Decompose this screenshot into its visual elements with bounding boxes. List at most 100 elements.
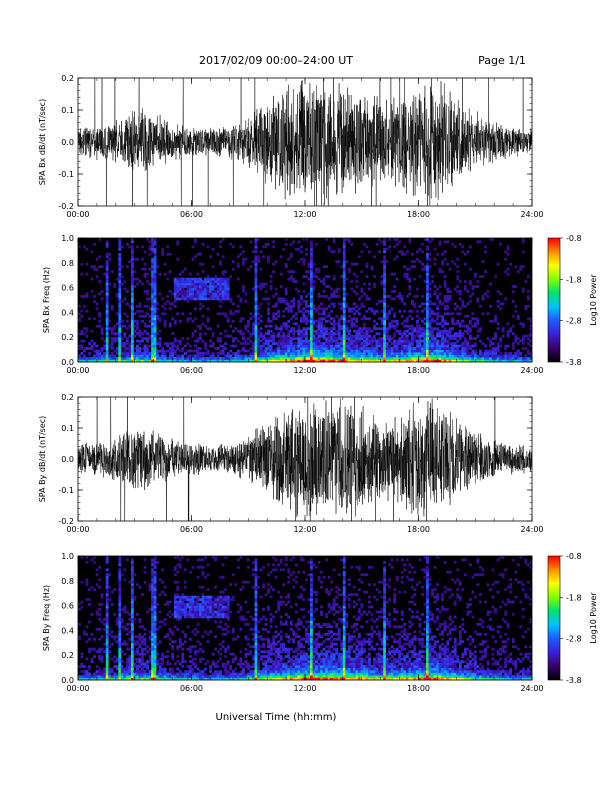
spectrogram-cell — [151, 593, 154, 596]
spectrogram-cell — [456, 285, 460, 288]
spectrogram-cell — [340, 337, 344, 340]
spectrogram-cell — [161, 357, 165, 360]
spectrogram-cell — [214, 615, 218, 619]
spectrogram-cell — [83, 632, 86, 636]
spectrogram-cell — [254, 357, 258, 360]
spectrogram-cell — [453, 302, 457, 306]
spectrogram-cell — [254, 304, 258, 308]
spectrogram-cell — [279, 297, 283, 301]
spectrogram-cell — [408, 238, 412, 241]
spectrogram-cell — [204, 297, 207, 301]
spectrogram-cell — [458, 322, 462, 326]
spectrogram-cell — [400, 322, 404, 326]
spectrogram-cell — [224, 675, 228, 678]
spectrogram-cell — [244, 327, 248, 331]
spectrogram-cell — [491, 319, 495, 323]
spectrogram-cell — [299, 332, 303, 336]
spectrogram-cell — [236, 339, 240, 343]
spectrogram-cell — [239, 615, 243, 619]
spectrogram-cell — [178, 349, 182, 353]
spectrogram-cell — [486, 349, 490, 353]
spectrogram-cell — [451, 347, 455, 350]
spectrogram-cell — [516, 359, 520, 363]
spectrogram-cell — [133, 642, 137, 646]
spectrogram-cell — [234, 655, 238, 658]
spectrogram-cell — [519, 357, 523, 360]
spectrogram-cell — [161, 250, 165, 254]
spectrogram-cell — [456, 352, 460, 355]
spectrogram-cell — [383, 240, 387, 244]
spectrogram-cell — [128, 304, 132, 308]
spectrogram-cell — [476, 297, 480, 301]
spectrogram-cell — [133, 277, 137, 281]
spectrogram-cell — [289, 255, 293, 259]
spectrogram-cell — [310, 252, 313, 256]
spectrogram-cell — [241, 354, 245, 358]
spectrogram-cell — [118, 275, 122, 278]
spectrogram-cell — [133, 324, 137, 328]
spectrogram-cell — [183, 608, 187, 611]
spectrogram-cell — [509, 262, 513, 266]
spectrogram-cell — [158, 593, 162, 596]
spectrogram-cell — [151, 622, 154, 626]
spectrogram-cell — [456, 357, 460, 360]
spectrogram-cell — [327, 319, 331, 323]
spectrogram-cell — [158, 319, 162, 323]
spectrogram-cell — [410, 265, 414, 269]
spectrogram-cell — [105, 655, 109, 658]
spectrogram-cell — [410, 342, 414, 345]
spectrogram-cell — [436, 334, 439, 338]
spectrogram-cell — [173, 556, 177, 559]
spectrogram-cell — [267, 332, 270, 336]
spectrogram-cell — [130, 608, 134, 611]
spectrogram-cell — [120, 665, 124, 668]
spectrogram-cell — [244, 324, 248, 328]
spectrogram-cell — [120, 324, 124, 328]
spectrogram-cell — [383, 282, 387, 286]
spectrogram-cell — [282, 300, 286, 303]
spectrogram-cell — [408, 280, 412, 283]
spectrogram-cell — [181, 610, 185, 614]
spectrogram-cell — [484, 245, 487, 249]
spectrogram-cell — [80, 665, 84, 668]
spectrogram-cell — [458, 354, 462, 358]
spectrogram-cell — [128, 655, 132, 658]
spectrogram-cell — [302, 329, 306, 333]
spectrogram-cell — [219, 240, 223, 244]
spectrogram-cell — [120, 677, 124, 681]
spectrogram-cell — [188, 292, 192, 296]
spectrogram-cell — [446, 342, 450, 345]
spectrogram-cell — [219, 292, 223, 296]
spectrogram-cell — [130, 635, 134, 639]
spectrogram-cell — [130, 575, 134, 579]
spectrogram-cell — [143, 580, 147, 584]
spectrogram-cell — [461, 324, 465, 328]
spectrogram-cell — [262, 255, 265, 259]
spectrogram-cell — [191, 295, 195, 298]
spectrogram-cell — [115, 352, 119, 355]
spectrogram-cell — [254, 339, 258, 343]
spectrogram-cell — [441, 352, 445, 355]
spectrogram-cell — [443, 339, 447, 343]
spectrogram-cell — [262, 285, 265, 288]
spectrogram-cell — [426, 349, 429, 353]
spectrogram-cell — [468, 347, 472, 350]
spectrogram-cell — [151, 337, 154, 340]
spectrogram-cell — [363, 337, 366, 340]
spectrogram-cell — [254, 280, 258, 283]
spectrogram-cell — [380, 327, 384, 331]
spectrogram-cell — [194, 645, 197, 649]
spectrogram-cell — [327, 359, 331, 363]
spectrogram-cell — [448, 349, 452, 353]
spectrogram-cell — [246, 637, 250, 641]
spectrogram-cell — [136, 344, 139, 348]
spectrogram-cell — [264, 342, 268, 345]
spectrogram-cell — [110, 590, 114, 594]
spectrogram-cell — [178, 357, 182, 360]
spectrogram-cell — [85, 583, 89, 587]
spectrogram-cell — [93, 677, 96, 681]
spectrogram-cell — [191, 292, 195, 296]
spectrogram-cell — [463, 357, 467, 360]
spectrogram-cell — [393, 357, 397, 360]
spectrogram-cell — [453, 337, 457, 340]
